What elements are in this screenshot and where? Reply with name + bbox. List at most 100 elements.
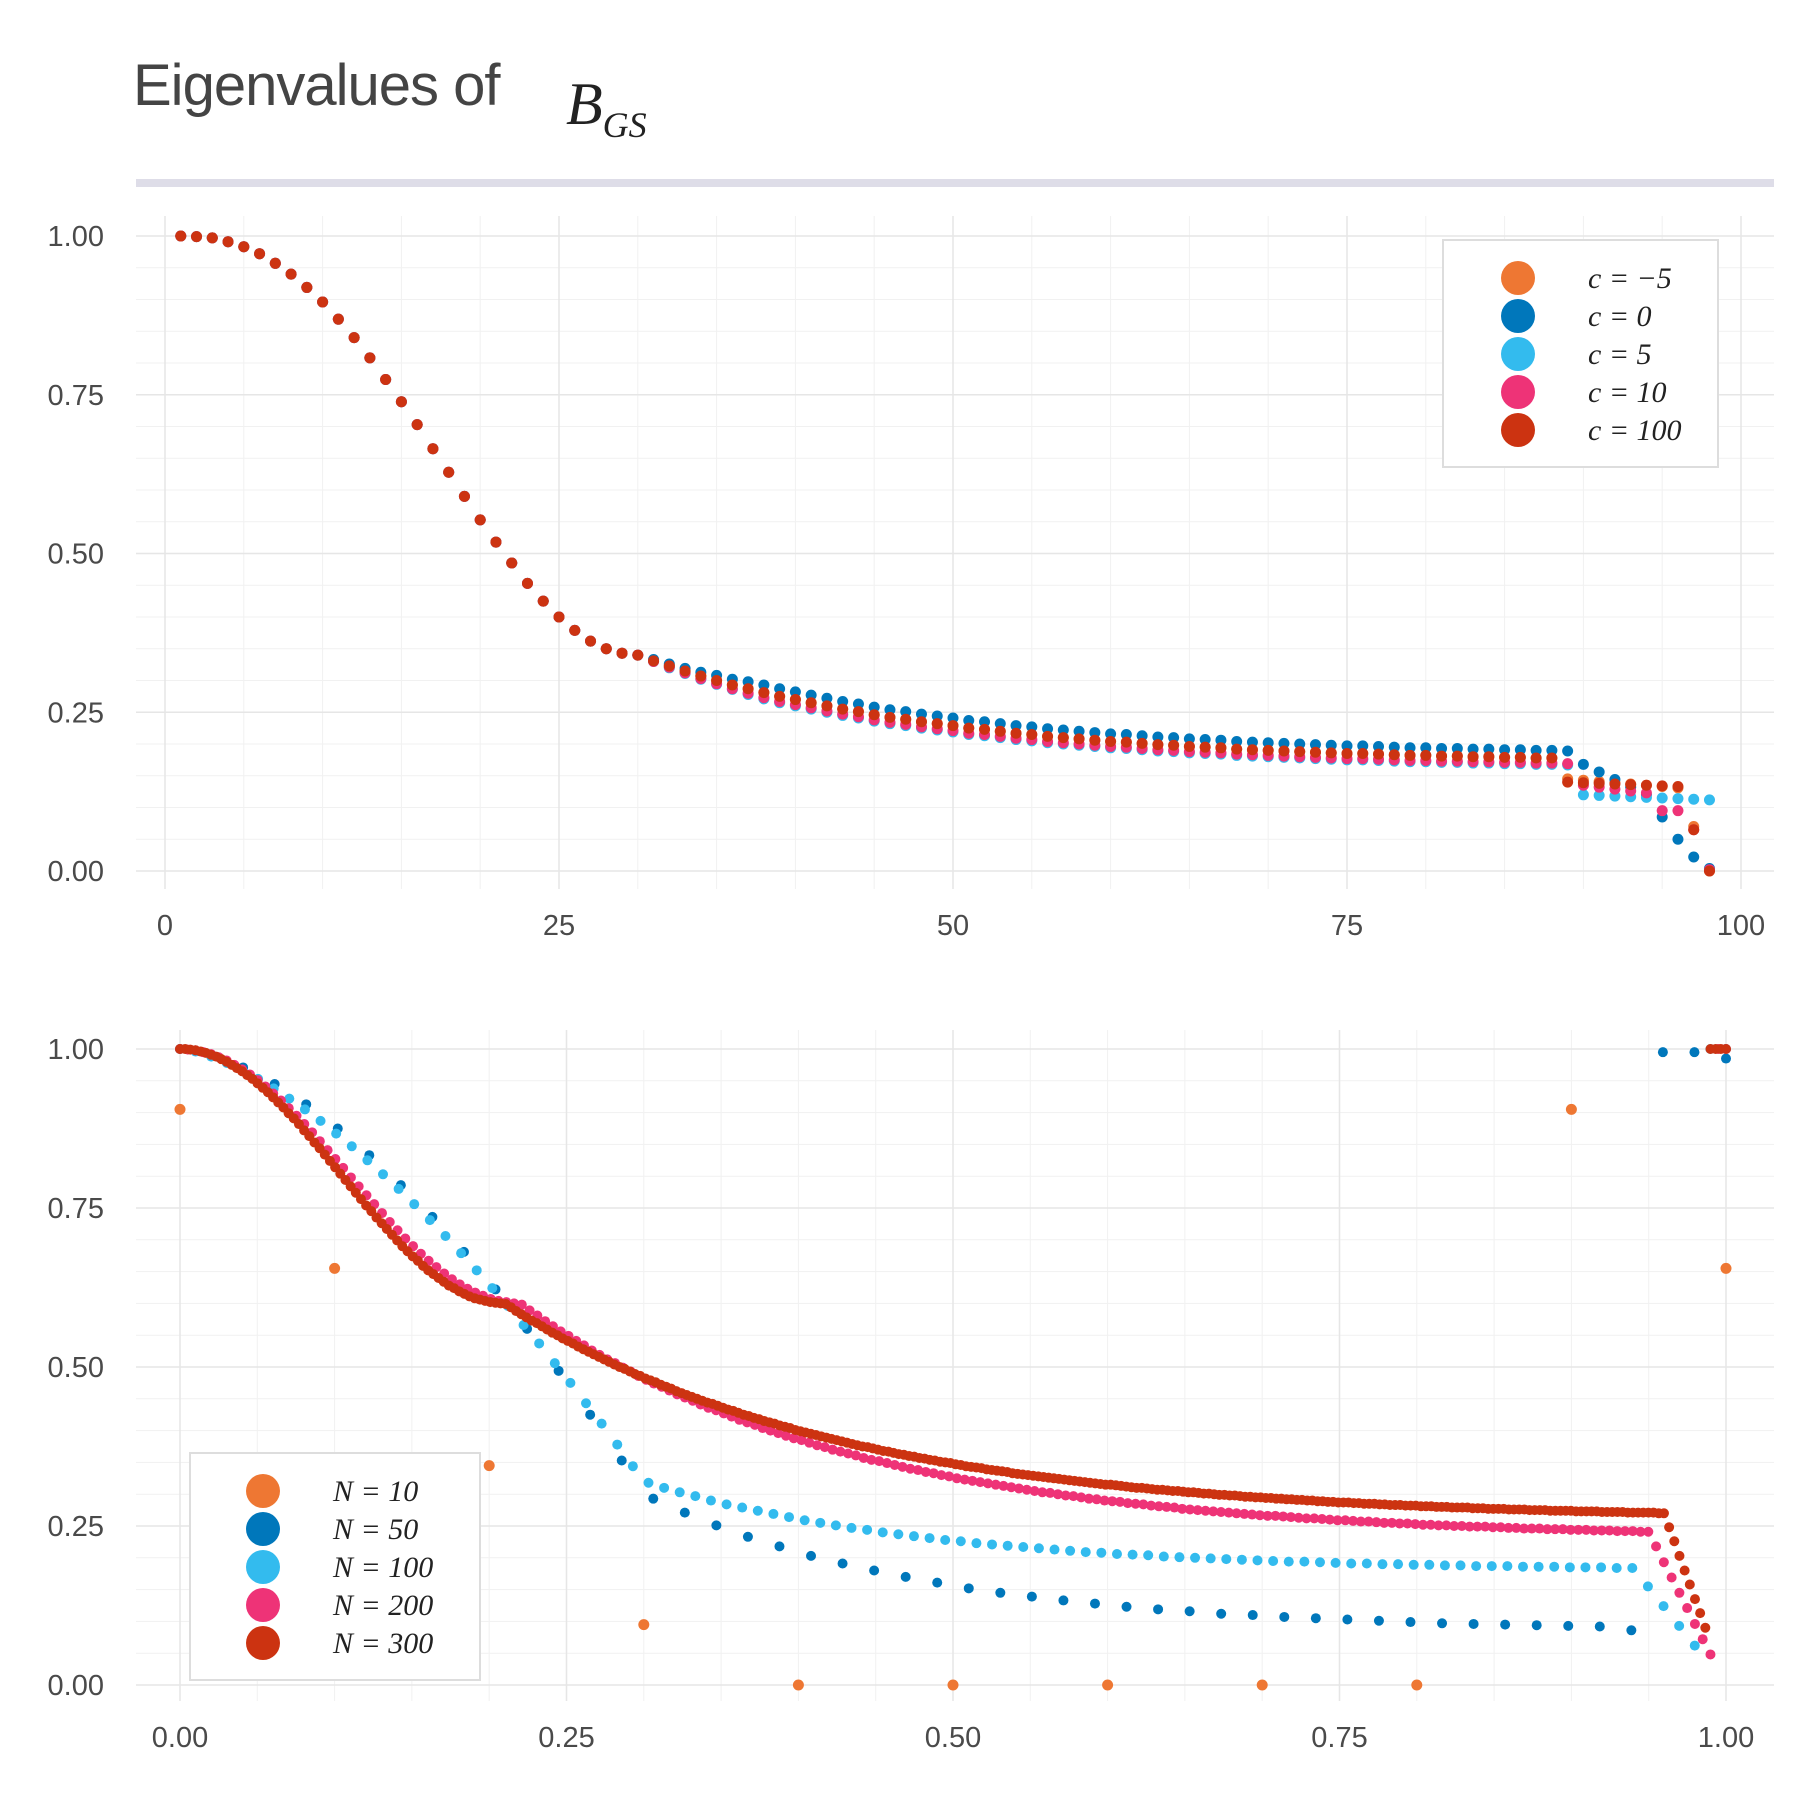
data-point	[1254, 1510, 1265, 1521]
x-tick-label: 75	[1331, 910, 1363, 942]
data-point	[643, 1477, 654, 1488]
data-point	[711, 1520, 722, 1531]
data-point	[1672, 793, 1684, 805]
y-tick-label: 0.00	[48, 1670, 104, 1702]
data-point	[206, 232, 218, 244]
legend: c = −5 c = 0 c = 5 c = 10 c = 100	[1442, 239, 1719, 468]
y-tick-label: 0.25	[48, 1511, 104, 1543]
data-point	[1684, 1579, 1695, 1590]
data-point	[1688, 793, 1700, 805]
data-point	[596, 1418, 607, 1429]
data-point	[1420, 749, 1432, 761]
data-point	[679, 1507, 690, 1518]
data-point	[1451, 750, 1463, 762]
data-point	[1341, 748, 1353, 760]
data-point	[804, 1437, 815, 1448]
data-point	[884, 711, 896, 723]
data-point	[553, 611, 565, 623]
data-point	[1550, 1524, 1561, 1535]
data-point	[852, 706, 864, 718]
data-point	[924, 1533, 935, 1544]
data-point	[1388, 749, 1400, 761]
data-point	[411, 419, 423, 431]
data-point	[1408, 1559, 1419, 1570]
data-point	[1262, 744, 1274, 756]
data-point	[1299, 1556, 1310, 1567]
data-point	[1279, 1611, 1290, 1622]
data-point	[1153, 1604, 1164, 1615]
math-subscript: GS	[602, 105, 647, 145]
y-tick-label: 0.75	[48, 380, 104, 412]
data-point	[868, 701, 880, 713]
data-point	[1136, 737, 1148, 749]
data-point	[1697, 1634, 1708, 1645]
data-point	[1674, 1587, 1685, 1598]
data-point	[789, 686, 801, 698]
data-point	[1177, 1503, 1188, 1514]
data-point	[792, 1679, 804, 1691]
data-point	[1455, 1560, 1466, 1571]
legend-marker	[1501, 413, 1535, 447]
data-point	[928, 1468, 939, 1479]
data-point	[1379, 1517, 1390, 1528]
data-point	[1169, 1502, 1180, 1513]
data-point	[1357, 740, 1369, 752]
data-point	[1246, 736, 1258, 748]
x-tick-label: 0.00	[152, 1722, 208, 1754]
data-point	[866, 1454, 877, 1465]
data-point	[1256, 1679, 1268, 1691]
data-point	[1342, 1614, 1353, 1625]
data-point	[1549, 1561, 1560, 1572]
data-point	[1340, 1515, 1351, 1526]
data-point	[877, 1527, 888, 1538]
data-point	[1664, 1522, 1675, 1533]
data-point	[1424, 1559, 1435, 1570]
data-point	[1705, 1649, 1716, 1660]
data-point	[299, 1104, 310, 1115]
data-point	[1679, 1565, 1690, 1576]
data-point	[915, 708, 927, 720]
data-point	[758, 687, 770, 699]
data-point	[1674, 1550, 1685, 1561]
data-point	[1577, 758, 1589, 770]
data-point	[238, 241, 250, 253]
legend-marker	[246, 1512, 280, 1546]
data-point	[1268, 1555, 1279, 1566]
data-point	[1091, 1494, 1102, 1505]
data-point	[821, 700, 833, 712]
data-point	[1627, 1526, 1638, 1537]
data-point	[1221, 1554, 1232, 1565]
data-point	[1073, 733, 1085, 745]
data-point	[1562, 758, 1574, 770]
data-point	[695, 670, 707, 682]
data-point	[1402, 1518, 1413, 1529]
data-point	[780, 1430, 791, 1441]
data-point	[534, 1338, 545, 1349]
data-point	[1161, 1501, 1172, 1512]
data-point	[1107, 1496, 1118, 1507]
chart-title: Eigenvalues of	[133, 53, 500, 118]
data-point	[440, 1230, 451, 1241]
data-point	[963, 1583, 974, 1594]
data-point	[380, 374, 392, 386]
data-point	[1152, 739, 1164, 751]
data-point	[427, 443, 439, 455]
data-point	[443, 466, 455, 478]
data-point	[1688, 824, 1700, 836]
data-point	[1324, 1514, 1335, 1525]
data-point	[987, 1539, 998, 1550]
data-point	[424, 1215, 435, 1226]
data-point	[1105, 735, 1117, 747]
data-point	[1467, 751, 1479, 763]
data-point	[852, 698, 864, 710]
data-point	[1058, 1595, 1069, 1606]
data-point	[1060, 1490, 1071, 1501]
data-point	[1596, 1562, 1607, 1573]
data-point	[569, 624, 581, 636]
data-point	[1640, 779, 1652, 791]
data-point	[348, 332, 360, 344]
data-point	[1231, 743, 1243, 755]
data-point	[395, 396, 407, 408]
